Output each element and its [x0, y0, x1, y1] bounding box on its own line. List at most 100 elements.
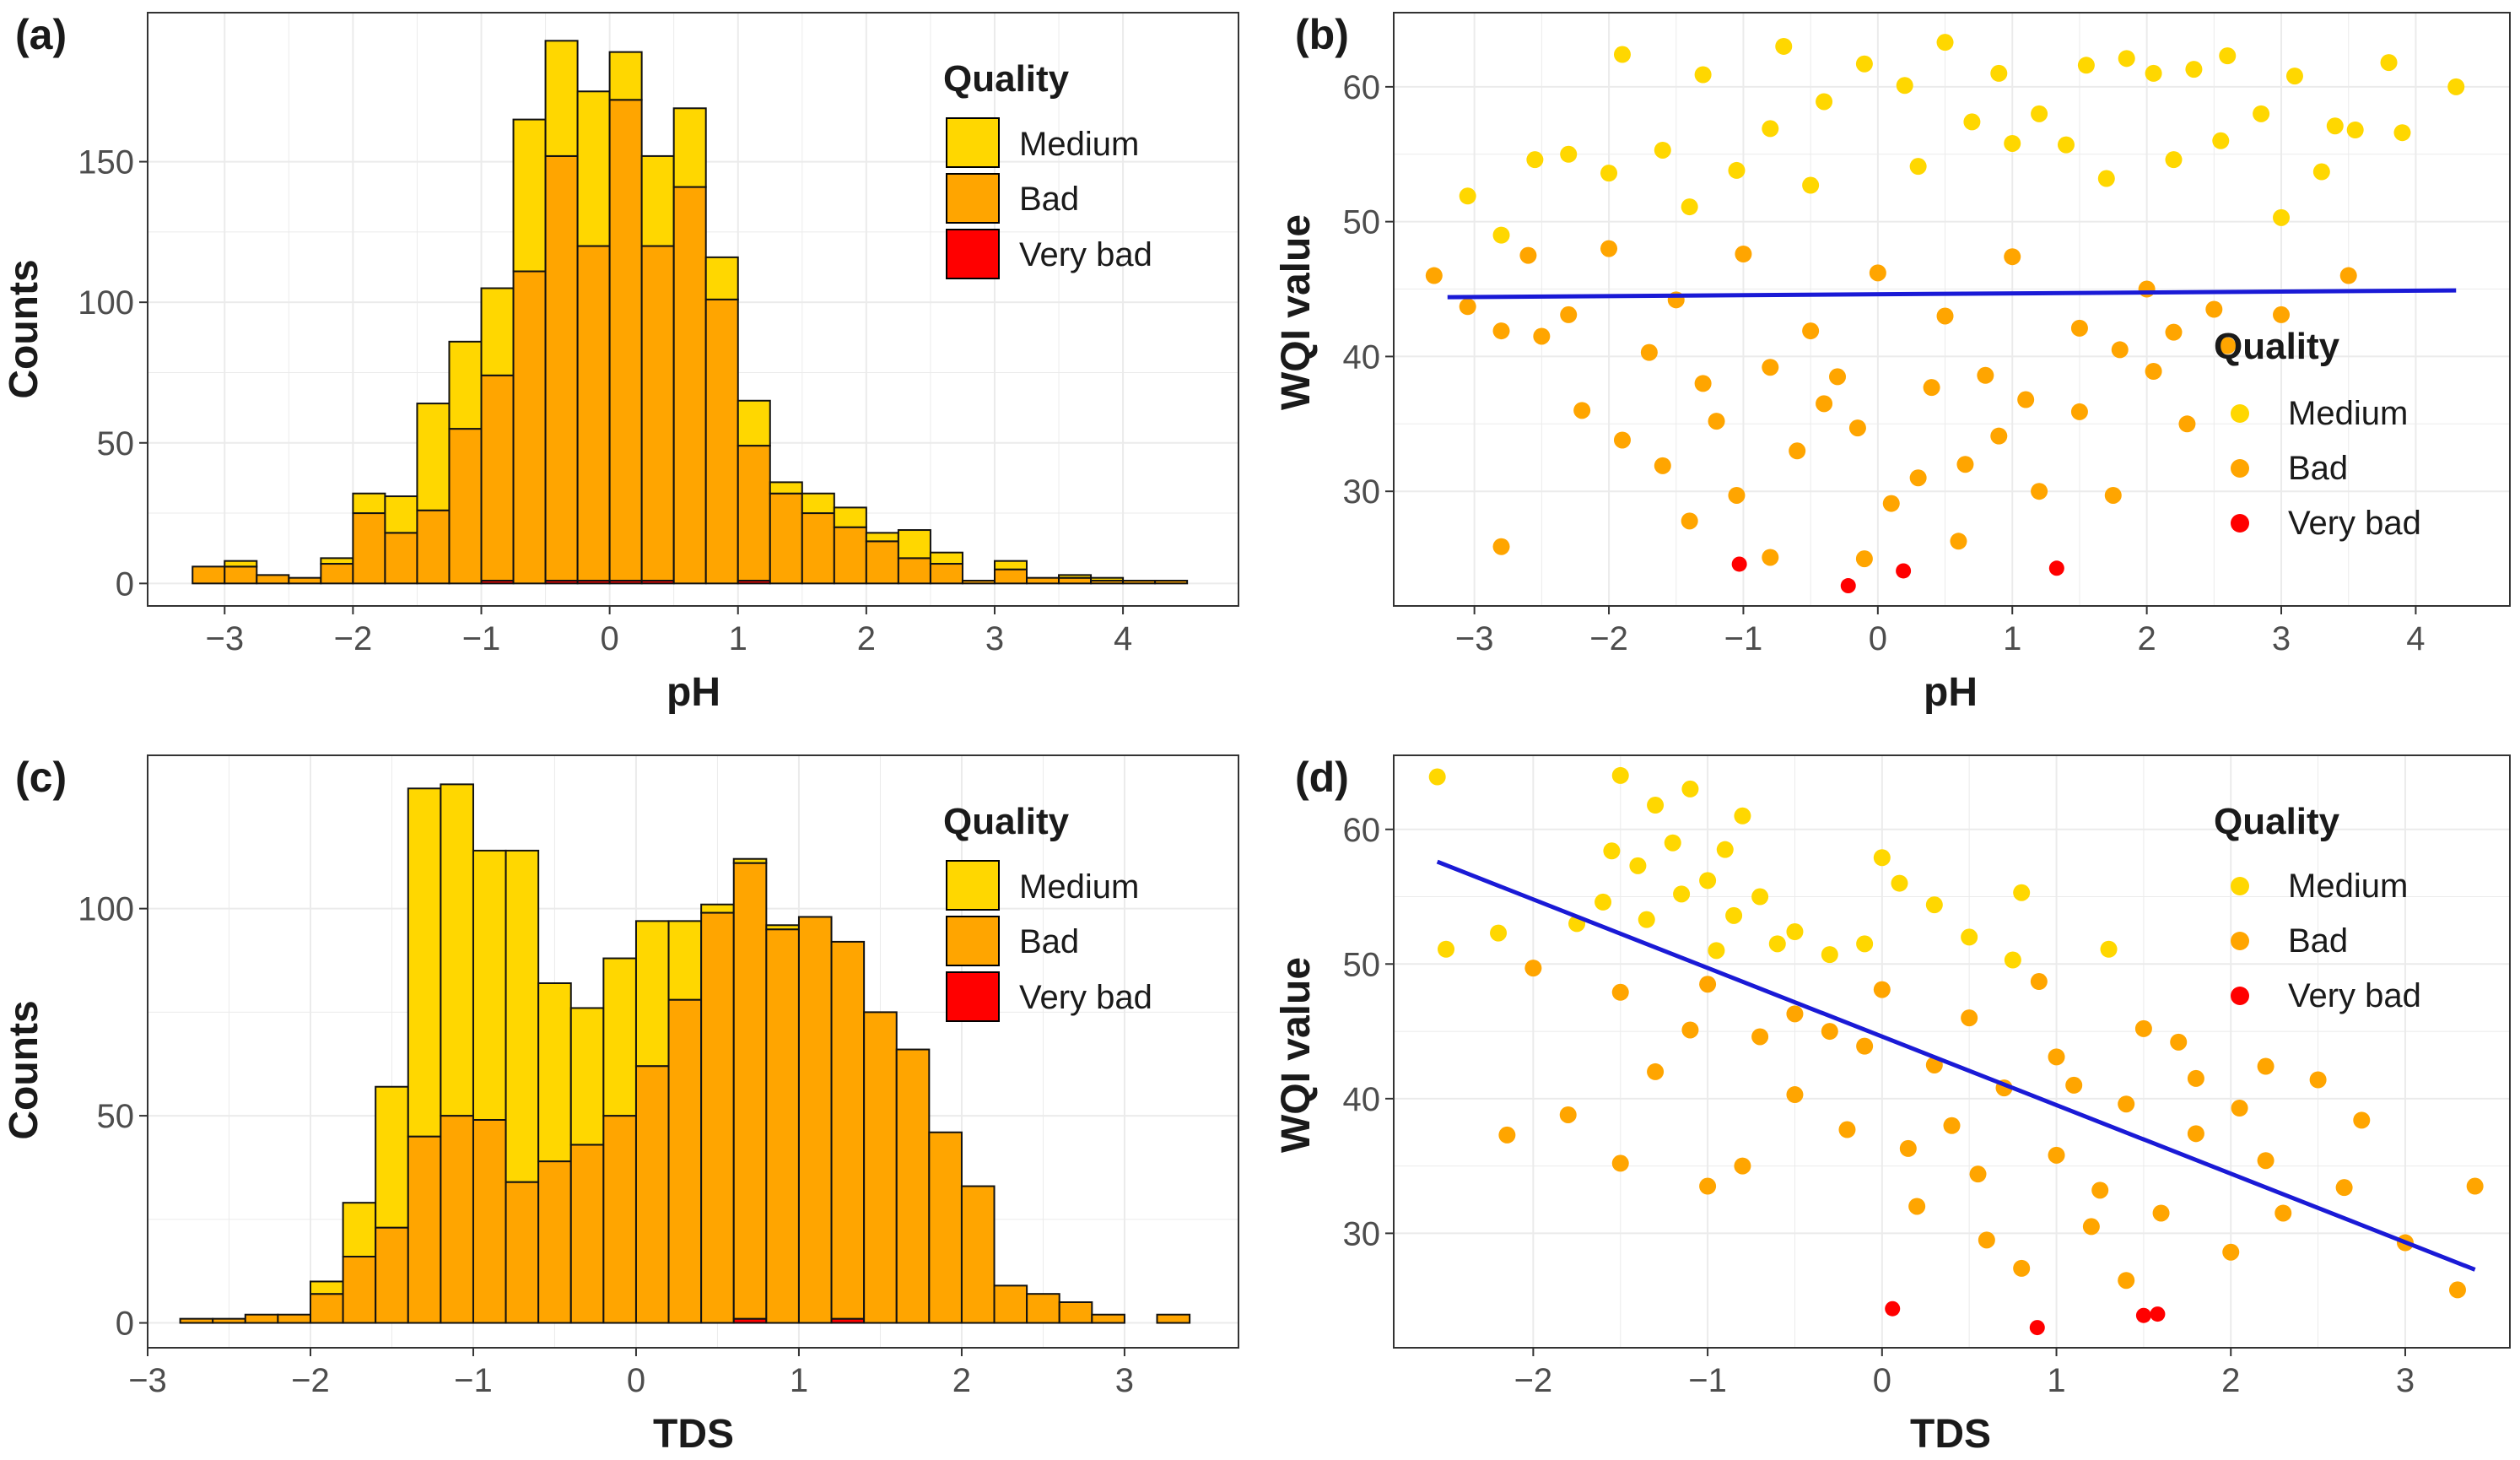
panel-a-x-ticks: −3 −2 −1 0 1 2 3 4 — [205, 606, 1132, 657]
histogram-bar-bad — [256, 574, 290, 585]
panel-a-legend: Quality Medium Bad Very bad — [943, 58, 1152, 279]
x-tick-label: 3 — [2272, 620, 2291, 657]
scatter-point-bad — [1829, 368, 1847, 386]
scatter-point-bad — [1735, 245, 1752, 262]
histogram-bar-bad — [672, 186, 707, 585]
scatter-point-medium — [1681, 780, 1699, 798]
scatter-point-bad — [2231, 1100, 2248, 1117]
x-tick-label: −1 — [454, 1362, 493, 1399]
scatter-point-medium — [2145, 64, 2162, 82]
scatter-point-bad — [2118, 1272, 2135, 1290]
scatter-point-medium — [1990, 64, 2008, 82]
scatter-point-medium — [2004, 134, 2021, 152]
panel-c-legend-swatch-bad — [946, 916, 1000, 966]
histogram-bar-bad — [993, 1284, 1028, 1324]
scatter-point-bad — [2353, 1111, 2371, 1129]
y-tick-label: 100 — [78, 891, 134, 928]
scatter-point-medium — [2219, 47, 2237, 65]
scatter-point-medium — [1963, 113, 1981, 131]
scatter-point-bad — [1977, 366, 1994, 384]
scatter-point-bad — [1816, 395, 1833, 413]
y-tick-label: 50 — [97, 1098, 135, 1135]
histogram-bar-bad — [830, 940, 866, 1320]
scatter-point-bad — [1856, 1037, 1874, 1055]
scatter-point-bad — [1882, 495, 1900, 512]
scatter-point-medium — [1595, 893, 1612, 911]
panel-c-legend-label-very-bad: Very bad — [1019, 979, 1152, 1016]
scatter-point-very-bad — [2029, 1320, 2045, 1336]
scatter-point-bad — [1873, 981, 1891, 998]
histogram-bar-bad — [288, 576, 322, 585]
scatter-point-bad — [2031, 483, 2048, 500]
panel-c-legend-swatch-medium — [946, 860, 1000, 911]
histogram-bar-bad — [480, 374, 515, 582]
trend-line — [1436, 859, 2476, 1272]
scatter-point-bad — [1647, 1063, 1665, 1080]
histogram-bar-bad — [544, 154, 579, 582]
x-tick-label: −3 — [1455, 620, 1494, 657]
scatter-point-bad — [1786, 1005, 1804, 1023]
histogram-bar-bad — [1154, 580, 1189, 585]
histogram-bar-medium — [602, 957, 637, 1117]
histogram-bar-bad — [416, 509, 451, 585]
panel-c-frame — [147, 754, 1239, 1349]
scatter-point-bad — [1425, 267, 1443, 284]
panel-a-legend-title: Quality — [943, 58, 1070, 100]
y-tick-label: 150 — [78, 144, 134, 181]
panel-c-bars — [179, 783, 1191, 1324]
scatter-point-medium — [1909, 158, 1927, 176]
scatter-point-bad — [2104, 486, 2122, 504]
scatter-point-bad — [2165, 323, 2183, 341]
panel-d-legend-dot-very-bad — [2231, 987, 2249, 1005]
x-tick-label: 2 — [952, 1362, 971, 1399]
histogram-bar-bad — [192, 565, 226, 585]
histogram-bar-medium — [640, 154, 675, 247]
panel-b-trend-group — [1447, 288, 2457, 300]
scatter-point-bad — [2048, 1146, 2065, 1164]
scatter-point-medium — [1673, 885, 1691, 903]
scatter-point-medium — [1647, 797, 1665, 814]
panel-d-label: (d) — [1295, 754, 1349, 801]
scatter-point-bad — [1640, 343, 1658, 361]
histogram-bar-bad — [732, 862, 768, 1320]
y-tick-label: 50 — [1343, 204, 1381, 241]
scatter-point-medium — [1855, 55, 1873, 73]
scatter-point-medium — [2312, 163, 2330, 181]
panel-c-x-ticks: −3 −2 −1 0 1 2 3 — [128, 1348, 1134, 1399]
panel-c-legend-title: Quality — [943, 801, 1070, 842]
panel-c-legend-swatch-very-bad — [946, 971, 1000, 1022]
scatter-point-bad — [1961, 1009, 1978, 1027]
scatter-point-medium — [1725, 906, 1743, 924]
histogram-bar-bad — [440, 1115, 474, 1324]
scatter-point-bad — [2339, 267, 2357, 284]
histogram-bar-medium — [407, 787, 442, 1138]
y-tick-label: 100 — [78, 284, 134, 322]
scatter-point-bad — [2070, 403, 2088, 420]
scatter-point-bad — [2205, 300, 2223, 318]
scatter-point-medium — [2057, 136, 2075, 154]
scatter-point-bad — [1699, 1177, 1717, 1195]
scatter-point-very-bad — [1896, 563, 1912, 579]
scatter-point-medium — [1936, 34, 1954, 51]
scatter-point-medium — [2273, 208, 2291, 226]
scatter-point-medium — [2185, 61, 2203, 78]
scatter-point-bad — [1560, 306, 1578, 323]
histogram-bar-bad — [448, 428, 483, 585]
scatter-point-medium — [1560, 145, 1578, 163]
x-tick-label: 2 — [857, 620, 876, 657]
panel-a-legend-label-bad: Bad — [1019, 181, 1079, 218]
scatter-point-bad — [1943, 1117, 1961, 1134]
histogram-bar-bad — [797, 916, 833, 1324]
panel-a-bars — [192, 40, 1189, 585]
x-tick-label: −2 — [1514, 1362, 1553, 1399]
histogram-bar-medium — [634, 920, 670, 1068]
y-tick-label: 0 — [116, 1306, 134, 1343]
histogram-bar-medium — [480, 287, 515, 376]
histogram-bar-bad — [634, 1065, 670, 1324]
histogram-bar-medium — [472, 849, 507, 1122]
scatter-point-bad — [1681, 1021, 1699, 1039]
scatter-point-bad — [2257, 1057, 2274, 1075]
panel-b-legend-label-bad: Bad — [2288, 450, 2348, 487]
scatter-point-bad — [2134, 1019, 2152, 1037]
